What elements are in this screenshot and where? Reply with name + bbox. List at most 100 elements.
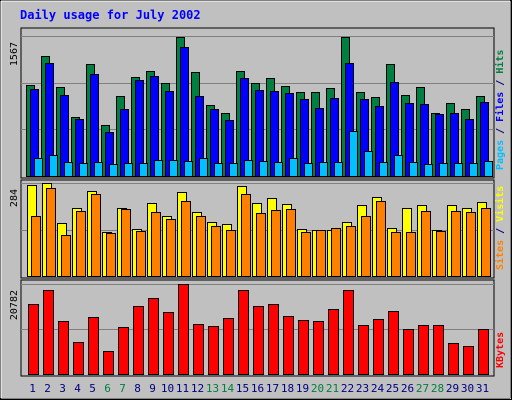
bar-top-pages-6 <box>109 164 118 177</box>
legend-item-top-0: Pages <box>495 140 506 170</box>
x-tick-label-17: 17 <box>266 382 279 395</box>
bar-mid-sites-13 <box>211 226 221 277</box>
bar-top-pages-19 <box>304 163 313 177</box>
bar-mid-sites-16 <box>256 213 266 277</box>
bar-bot-kbytes-1 <box>28 304 39 375</box>
bar-bot-kbytes-23 <box>358 325 369 375</box>
x-tick-label-14: 14 <box>221 382 235 395</box>
bar-top-pages-3 <box>64 162 73 177</box>
legend-item-top-4: Hits <box>494 50 506 74</box>
x-tick-label-7: 7 <box>119 382 126 395</box>
bar-bot-kbytes-15 <box>238 290 249 375</box>
bar-mid-sites-18 <box>286 209 296 277</box>
bar-top-pages-12 <box>199 158 208 177</box>
bar-bot-kbytes-27 <box>418 325 429 375</box>
bar-top-pages-18 <box>289 158 298 177</box>
bar-mid-sites-15 <box>241 194 251 277</box>
bar-mid-sites-29 <box>451 211 461 277</box>
x-tick-label-12: 12 <box>191 382 204 395</box>
bar-mid-sites-7 <box>121 209 131 277</box>
bar-mid-sites-31 <box>481 208 491 277</box>
bar-top-pages-16 <box>259 161 268 177</box>
bar-top-pages-23 <box>364 151 373 177</box>
bar-bot-kbytes-3 <box>58 321 69 375</box>
x-tick-label-19: 19 <box>296 382 309 395</box>
x-tick-label-25: 25 <box>386 382 399 395</box>
bar-bot-kbytes-13 <box>208 326 219 375</box>
bar-mid-sites-8 <box>136 231 146 277</box>
x-tick-label-24: 24 <box>371 382 385 395</box>
bar-bot-kbytes-9 <box>148 298 159 375</box>
bar-top-pages-26 <box>409 162 418 177</box>
bar-bot-kbytes-4 <box>73 342 84 375</box>
bar-bot-kbytes-29 <box>448 343 459 375</box>
bar-mid-sites-3 <box>61 235 71 277</box>
bar-top-pages-30 <box>469 163 478 177</box>
legend-top: Pages / Files / Hits <box>494 50 506 170</box>
bar-top-pages-10 <box>169 160 178 177</box>
bar-top-pages-5 <box>94 162 103 177</box>
x-tick-label-3: 3 <box>59 382 66 395</box>
x-tick-label-13: 13 <box>206 382 219 395</box>
x-tick-label-26: 26 <box>401 382 414 395</box>
bar-top-pages-17 <box>274 162 283 177</box>
bar-mid-sites-14 <box>226 230 236 277</box>
bar-top-pages-15 <box>244 160 253 177</box>
x-tick-label-4: 4 <box>74 382 81 395</box>
bar-bot-kbytes-19 <box>298 320 309 375</box>
x-tick-label-9: 9 <box>149 382 156 395</box>
bar-bot-kbytes-28 <box>433 325 444 375</box>
bar-bot-kbytes-20 <box>313 321 324 375</box>
x-tick-label-18: 18 <box>281 382 294 395</box>
bar-mid-sites-10 <box>166 219 176 277</box>
panel-mid: 284 Sites / Visits <box>9 179 506 279</box>
legend-item-top-1: / <box>495 122 506 140</box>
bar-top-pages-24 <box>379 162 388 177</box>
x-tick-label-2: 2 <box>44 382 51 395</box>
ymax-label-bot: 20782 <box>9 290 20 320</box>
bar-bot-kbytes-11 <box>178 284 189 375</box>
ymax-label-mid: 284 <box>9 189 20 207</box>
bar-mid-sites-25 <box>391 232 401 277</box>
bar-top-pages-27 <box>424 164 433 177</box>
x-tick-label-29: 29 <box>446 382 459 395</box>
bar-mid-sites-28 <box>436 231 446 277</box>
bar-mid-sites-1 <box>31 216 41 277</box>
bar-bot-kbytes-18 <box>283 316 294 375</box>
legend-item-mid-2: Visits <box>494 186 506 222</box>
bar-mid-sites-27 <box>421 211 431 277</box>
bar-bot-kbytes-2 <box>43 290 54 375</box>
legend-item-mid-0: Sites <box>494 240 506 270</box>
bar-bot-kbytes-26 <box>403 329 414 375</box>
x-tick-label-6: 6 <box>104 382 111 395</box>
bar-bot-kbytes-5 <box>88 317 99 375</box>
chart-title: Daily usage for July 2002 <box>20 8 201 22</box>
panel-top: 1567 Pages / Files / Hits <box>9 27 506 179</box>
bar-top-pages-31 <box>484 161 493 177</box>
x-tick-label-1: 1 <box>29 382 36 395</box>
x-tick-label-5: 5 <box>89 382 96 395</box>
bar-bot-kbytes-6 <box>103 351 114 375</box>
x-tick-label-27: 27 <box>416 382 429 395</box>
bar-bot-kbytes-10 <box>163 312 174 375</box>
bar-top-pages-9 <box>154 160 163 177</box>
bar-mid-sites-12 <box>196 216 206 277</box>
bar-bot-kbytes-16 <box>253 306 264 375</box>
bar-top-files-5 <box>90 74 99 177</box>
bar-bot-kbytes-12 <box>193 324 204 375</box>
ymax-label-top: 1567 <box>9 42 20 66</box>
x-tick-label-28: 28 <box>431 382 444 395</box>
x-tick-label-10: 10 <box>161 382 174 395</box>
bar-bot-kbytes-14 <box>223 318 234 375</box>
x-tick-label-21: 21 <box>326 382 339 395</box>
bar-top-pages-2 <box>49 155 58 177</box>
panel-bot: 20782 KBytes <box>9 279 506 377</box>
bar-top-pages-25 <box>394 155 403 177</box>
bar-top-pages-28 <box>439 163 448 177</box>
bar-mid-sites-19 <box>301 232 311 277</box>
bar-mid-sites-23 <box>361 216 371 277</box>
bar-mid-sites-2 <box>46 188 56 277</box>
bar-bot-kbytes-30 <box>463 346 474 375</box>
x-tick-label-8: 8 <box>134 382 141 395</box>
